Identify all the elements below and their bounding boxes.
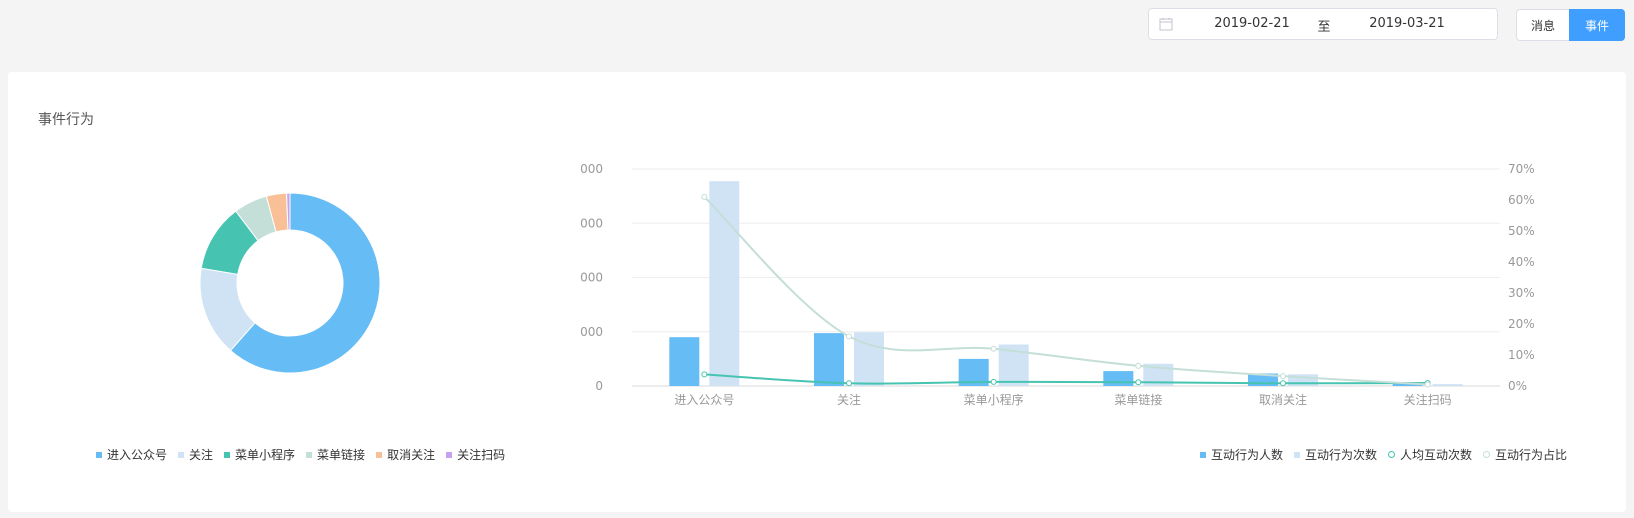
date-start-input[interactable]: 2019-02-21 <box>1214 16 1290 31</box>
combo-chart: 0 20,000 40,000 60,000 80,000 0% 10% 20% 30% 40% 5… <box>580 162 1535 407</box>
y-tick-label: 60,000 <box>580 216 603 230</box>
donut-legend-item-5[interactable]: 取消关注 <box>376 446 435 463</box>
date-end-input[interactable]: 2019-03-21 <box>1369 16 1445 31</box>
card-title: 事件行为 <box>38 112 94 128</box>
x-tick-label: 关注扫码 <box>1404 392 1452 407</box>
tab-message-button[interactable]: 消息 <box>1516 9 1570 41</box>
y2-tick-label: 50% <box>1508 224 1535 238</box>
legend-label: 人均互动次数 <box>1400 448 1473 462</box>
combo-legend-item-2[interactable]: 互动行为次数 <box>1294 446 1377 463</box>
line-point-2-item-3[interactable] <box>990 345 997 352</box>
combo-legend: 互动行为人数 互动行为次数 人均互动次数 互动行为占比 <box>1200 446 1578 463</box>
legend-label: 进入公众号 <box>107 448 168 462</box>
donut-legend-item-1[interactable]: 进入公众号 <box>96 446 167 463</box>
y2-tick-label: 60% <box>1508 193 1535 207</box>
legend-label: 互动行为次数 <box>1305 448 1378 462</box>
legend-label: 取消关注 <box>387 448 436 462</box>
donut-legend: 进入公众号 关注 菜单小程序 菜单链接 取消关注 关注扫码 <box>96 446 516 463</box>
donut-legend-item-6[interactable]: 关注扫码 <box>446 446 505 463</box>
x-tick-label: 菜单小程序 <box>964 392 1024 407</box>
legend-swatch <box>376 451 383 458</box>
calendar-icon <box>1159 17 1173 31</box>
bar-2-item-6[interactable] <box>1432 384 1463 386</box>
x-tick-label: 进入公众号 <box>674 393 734 407</box>
tab-event-button[interactable]: 事件 <box>1569 9 1625 41</box>
legend-swatch <box>446 451 453 458</box>
y2-tick-label: 0% <box>1508 379 1527 393</box>
y2-tick-label: 20% <box>1508 317 1535 331</box>
line-point-1-item-3[interactable] <box>990 378 997 385</box>
bar-1-item-4[interactable] <box>1103 371 1134 386</box>
donut-chart <box>199 192 381 374</box>
bar-2-item-4[interactable] <box>1143 363 1174 386</box>
line-point-1-item-4[interactable] <box>1135 379 1142 386</box>
legend-label: 关注扫码 <box>457 448 506 462</box>
line-series-1[interactable] <box>704 373 1428 385</box>
legend-swatch <box>96 451 102 458</box>
legend-label: 互动行为占比 <box>1495 448 1568 462</box>
top-toolbar: 2019-02-21 至 2019-03-21 消息 事件 <box>0 0 1634 60</box>
legend-swatch <box>1294 451 1301 458</box>
combo-legend-item-4[interactable]: 互动行为占比 <box>1483 446 1567 463</box>
line-point-2-item-1[interactable] <box>701 193 708 200</box>
y-tick-label: 20,000 <box>580 325 603 339</box>
y-tick-label: 40,000 <box>580 271 603 285</box>
line-point-2-item-5[interactable] <box>1280 373 1286 380</box>
donut-legend-item-3[interactable]: 菜单小程序 <box>224 446 295 463</box>
y2-tick-label: 30% <box>1508 286 1535 300</box>
date-range-picker[interactable]: 2019-02-21 至 2019-03-21 <box>1148 8 1498 40</box>
legend-swatch <box>1388 451 1396 458</box>
legend-swatch <box>1200 451 1206 458</box>
legend-label: 关注 <box>189 448 214 462</box>
combo-legend-item-3[interactable]: 人均互动次数 <box>1388 446 1472 463</box>
y2-tick-label: 10% <box>1508 348 1535 362</box>
line-point-2-item-4[interactable] <box>1135 362 1142 369</box>
combo-legend-item-1[interactable]: 互动行为人数 <box>1200 446 1283 463</box>
donut-legend-item-2[interactable]: 关注 <box>178 446 213 463</box>
line-point-2-item-6[interactable] <box>1424 381 1431 388</box>
bar-1-item-1[interactable] <box>669 337 700 386</box>
legend-swatch <box>1483 451 1491 458</box>
y2-tick-label: 70% <box>1508 162 1535 176</box>
bar-2-item-5[interactable] <box>1288 374 1318 386</box>
x-tick-label: 关注 <box>837 392 861 407</box>
legend-swatch <box>306 451 313 458</box>
x-tick-label: 菜单链接 <box>1114 392 1162 407</box>
y-tick-label: 0 <box>595 379 603 393</box>
line-point-1-item-1[interactable] <box>701 371 708 378</box>
line-series-2[interactable] <box>703 196 1428 386</box>
date-separator: 至 <box>1317 20 1331 35</box>
legend-label: 互动行为人数 <box>1211 448 1284 462</box>
bar-1-item-6[interactable] <box>1392 383 1423 386</box>
view-toggle: 消息 事件 <box>1516 9 1625 41</box>
y-tick-label: 80,000 <box>580 162 603 176</box>
legend-swatch <box>224 451 231 458</box>
line-point-2-item-2[interactable] <box>846 333 852 340</box>
y2-tick-label: 40% <box>1508 255 1535 269</box>
legend-label: 菜单链接 <box>317 448 366 462</box>
event-behavior-card: 事件行为 <box>8 72 1626 512</box>
legend-label: 菜单小程序 <box>235 448 296 462</box>
donut-legend-item-4[interactable]: 菜单链接 <box>306 446 365 463</box>
donut-slice-item-6[interactable] <box>286 192 291 231</box>
legend-swatch <box>178 451 185 458</box>
bar-2-item-1[interactable] <box>709 181 740 386</box>
x-tick-label: 取消关注 <box>1259 392 1307 407</box>
bar-1-item-2[interactable] <box>814 333 844 386</box>
donut-slice-item-1[interactable] <box>229 192 381 374</box>
line-point-1-item-2[interactable] <box>846 380 852 387</box>
line-point-1-item-5[interactable] <box>1280 380 1286 387</box>
